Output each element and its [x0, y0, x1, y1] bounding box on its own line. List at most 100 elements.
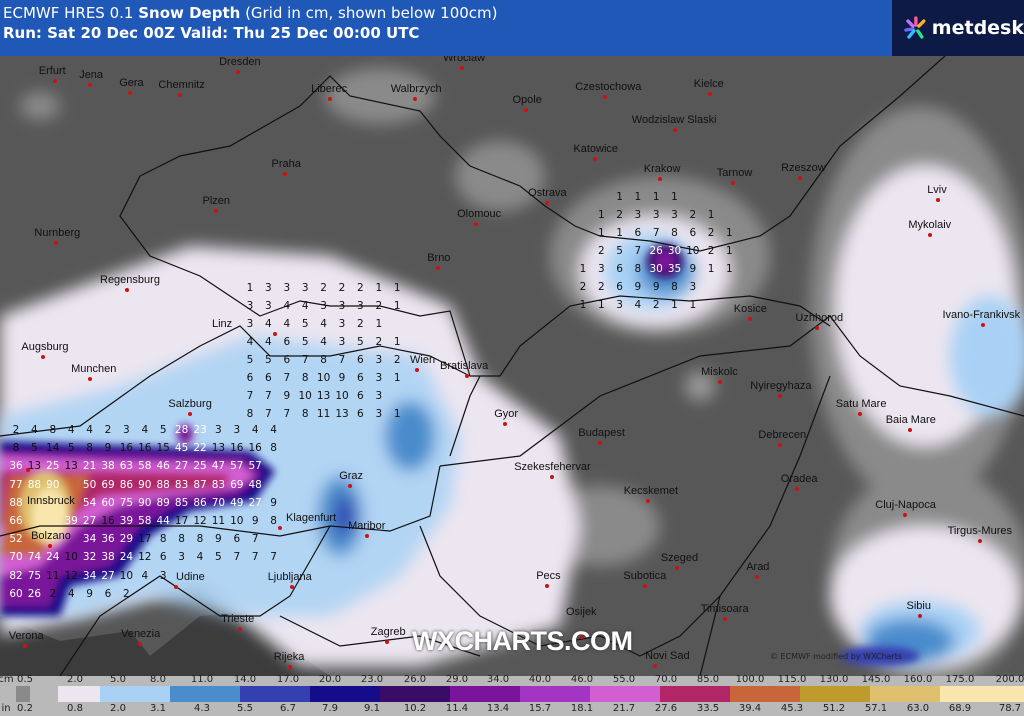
grid-value: 8	[246, 408, 254, 420]
grid-value: 25	[46, 460, 60, 473]
city-marker	[238, 627, 242, 631]
grid-value: 16	[138, 442, 152, 455]
city-label-novi-sad: Novi Sad	[645, 650, 690, 662]
grid-value: 34	[82, 569, 97, 582]
city-marker	[214, 209, 218, 213]
city-label-ivano-frankivsk: Ivano-Frankivsk	[942, 309, 1021, 321]
snow-depth-map[interactable]: 2 4 8 4 4 2 3 4 5 28 23 3 3 4 4 8 5 14 5 8 9 16 16 15 45 22 13 16 16…	[0, 56, 1024, 676]
legend-cm-tick: 20.0	[318, 674, 342, 685]
grid-value: 88	[156, 478, 170, 491]
grid-value: 5	[67, 442, 75, 455]
grid-value: 10	[230, 515, 244, 527]
grid-value: 1	[671, 299, 678, 311]
wxcharts-watermark: WXCHARTS.COM	[412, 626, 633, 656]
city-marker	[188, 412, 192, 416]
legend-in-tick: 13.4	[486, 703, 510, 714]
grid-value: 87	[193, 478, 207, 491]
grid-value: 2	[123, 587, 130, 600]
legend-cm-tick: 11.0	[190, 674, 214, 685]
grid-value: 10	[119, 569, 134, 582]
legend-in-tick: 15.7	[528, 703, 552, 714]
metdesk-asterisk-icon	[904, 16, 926, 39]
legend-swatch	[870, 686, 940, 702]
grid-value: 57	[230, 460, 244, 473]
city-label-tirgus-mures: Tirgus-Mures	[947, 525, 1012, 537]
grid-value: 1	[597, 299, 605, 311]
legend-swatch	[58, 686, 100, 702]
grid-value: 2	[338, 282, 346, 294]
grid-value: 27	[248, 496, 262, 509]
city-marker	[413, 97, 417, 101]
grid-value: 4	[67, 424, 75, 436]
city-marker	[815, 326, 819, 330]
grid-value: 5	[357, 336, 364, 348]
grid-value: 69	[101, 478, 115, 491]
grid-value: 86	[193, 496, 207, 509]
city-marker	[755, 575, 759, 579]
city-marker	[365, 534, 369, 538]
grid-value: 6	[634, 227, 642, 239]
city-label-oradea: Oradea	[780, 473, 818, 485]
map-title: ECMWF HRES 0.1 Snow Depth (Grid in cm, s…	[3, 4, 498, 22]
grid-value: 9	[652, 281, 660, 293]
grid-value: 8	[270, 515, 277, 527]
city-label-nurnberg: Nurnberg	[34, 227, 81, 239]
city-label-rzeszow: Rzeszow	[781, 162, 826, 174]
grid-value: 8	[320, 354, 327, 366]
grid-value: 12	[138, 551, 152, 564]
grid-value: 4	[265, 336, 272, 348]
grid-value: 3	[215, 424, 222, 436]
legend-swatch	[800, 686, 870, 702]
grid-value: 12	[64, 569, 78, 582]
grid-value: 5	[301, 318, 309, 330]
city-label-wroclaw: Wroclaw	[443, 56, 486, 64]
legend-swatch	[310, 686, 380, 702]
legend-cm-tick: 70.0	[654, 674, 678, 685]
grid-value: 2	[707, 227, 715, 239]
grid-value: 26	[649, 245, 663, 257]
grid-value: 8	[49, 424, 57, 436]
grid-value: 7	[652, 227, 660, 239]
city-marker	[328, 97, 332, 101]
grid-value: 47	[211, 460, 226, 473]
grid-value: 17	[138, 533, 152, 546]
city-marker	[731, 181, 735, 185]
city-label-bratislava: Bratislava	[440, 360, 489, 372]
grid-value: 36	[101, 533, 115, 546]
city-label-czestochowa: Czestochowa	[575, 81, 642, 93]
city-marker	[460, 66, 464, 70]
legend-in-unit: in	[1, 703, 11, 714]
grid-value: 3	[123, 424, 130, 436]
city-marker	[348, 484, 352, 488]
grid-value: 5	[246, 354, 254, 366]
logo-text: metdesk	[931, 17, 1024, 39]
grid-value: 7	[283, 408, 291, 420]
grid-value: 27	[174, 460, 189, 473]
city-marker	[858, 412, 862, 416]
grid-value: 1	[726, 227, 733, 239]
grid-value: 2	[49, 587, 57, 600]
city-marker	[593, 157, 597, 161]
grid-value: 2	[652, 299, 660, 311]
grid-value: 24	[46, 551, 60, 564]
grid-value: 3	[338, 336, 346, 348]
grid-value: 21	[82, 460, 97, 473]
grid-value: 1	[579, 299, 587, 311]
city-label-jena: Jena	[79, 69, 104, 81]
city-label-kosice: Kosice	[733, 303, 767, 315]
grid-value: 12	[193, 515, 207, 527]
legend-in-tick: 0.8	[67, 703, 83, 714]
grid-value: 60	[101, 496, 115, 509]
legend-swatch	[170, 686, 240, 702]
metdesk-logo[interactable]: metdesk	[892, 0, 1024, 56]
city-label-bolzano: Bolzano	[31, 530, 71, 542]
grid-value: 23	[193, 424, 207, 436]
grid-value: 5	[159, 424, 167, 436]
grid-value: 9	[104, 442, 112, 455]
city-label-zagreb: Zagreb	[370, 626, 406, 638]
grid-value: 13	[316, 390, 331, 402]
grid-value: 3	[320, 300, 327, 312]
grid-value: 8	[196, 533, 204, 546]
grid-value: 6	[283, 336, 291, 348]
grid-value: 7	[301, 354, 309, 366]
